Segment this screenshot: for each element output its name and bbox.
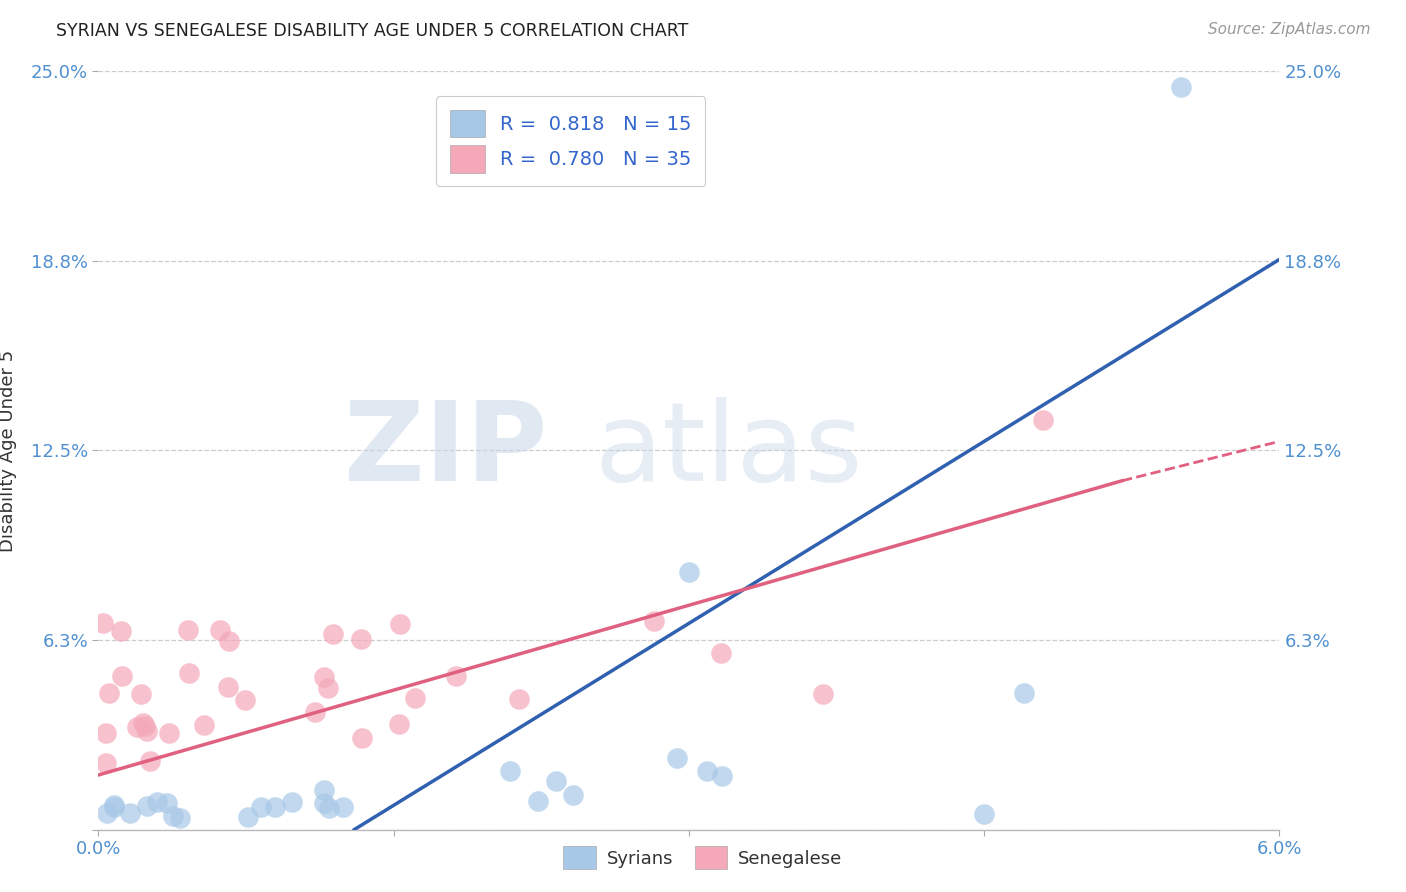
- Point: [973, 807, 995, 822]
- Point: [710, 769, 733, 783]
- Point: [316, 681, 339, 695]
- Point: [678, 565, 700, 579]
- Point: [666, 751, 689, 765]
- Point: [404, 690, 426, 705]
- Point: [1032, 413, 1054, 427]
- Legend: R =  0.818   N = 15, R =  0.780   N = 35: R = 0.818 N = 15, R = 0.780 N = 35: [436, 96, 706, 186]
- Point: [643, 614, 665, 628]
- Point: [111, 669, 134, 683]
- Point: [131, 716, 153, 731]
- Point: [811, 688, 834, 702]
- Point: [352, 731, 374, 745]
- Point: [134, 719, 156, 733]
- Point: [97, 686, 120, 700]
- Point: [179, 666, 201, 681]
- Point: [332, 800, 354, 814]
- Point: [156, 796, 179, 810]
- Point: [217, 680, 239, 694]
- Point: [388, 717, 411, 731]
- Point: [96, 806, 118, 821]
- Point: [1170, 79, 1192, 94]
- Point: [91, 615, 114, 630]
- Point: [236, 810, 259, 824]
- Point: [136, 799, 159, 814]
- Point: [136, 723, 159, 738]
- Point: [696, 764, 718, 778]
- Point: [157, 726, 180, 740]
- Point: [312, 670, 335, 684]
- Point: [508, 692, 530, 706]
- Point: [120, 805, 142, 820]
- Y-axis label: Disability Age Under 5: Disability Age Under 5: [0, 350, 17, 551]
- Point: [318, 801, 340, 815]
- Point: [139, 754, 162, 768]
- Point: [264, 800, 287, 814]
- Point: [110, 624, 132, 639]
- Point: [125, 720, 148, 734]
- Point: [96, 756, 118, 771]
- Point: [146, 796, 169, 810]
- Point: [169, 811, 191, 825]
- Point: [710, 646, 733, 660]
- Point: [131, 686, 153, 700]
- Point: [249, 799, 271, 814]
- Point: [94, 725, 117, 739]
- Legend: Syrians, Senegalese: Syrians, Senegalese: [554, 838, 852, 879]
- Point: [103, 799, 125, 814]
- Point: [526, 794, 548, 808]
- Point: [218, 633, 240, 648]
- Point: [280, 796, 302, 810]
- Point: [233, 693, 256, 707]
- Point: [103, 798, 125, 813]
- Point: [544, 774, 567, 789]
- Point: [209, 623, 232, 637]
- Point: [193, 718, 215, 732]
- Point: [314, 796, 336, 810]
- Point: [177, 624, 200, 638]
- Text: Source: ZipAtlas.com: Source: ZipAtlas.com: [1208, 22, 1371, 37]
- Point: [388, 617, 411, 632]
- Text: atlas: atlas: [595, 397, 863, 504]
- Point: [444, 668, 467, 682]
- Point: [162, 809, 184, 823]
- Text: SYRIAN VS SENEGALESE DISABILITY AGE UNDER 5 CORRELATION CHART: SYRIAN VS SENEGALESE DISABILITY AGE UNDE…: [56, 22, 689, 40]
- Point: [304, 705, 326, 719]
- Point: [562, 789, 585, 803]
- Point: [1012, 686, 1035, 700]
- Point: [350, 632, 373, 647]
- Point: [499, 764, 522, 778]
- Text: ZIP: ZIP: [344, 397, 547, 504]
- Point: [312, 783, 335, 797]
- Point: [322, 627, 344, 641]
